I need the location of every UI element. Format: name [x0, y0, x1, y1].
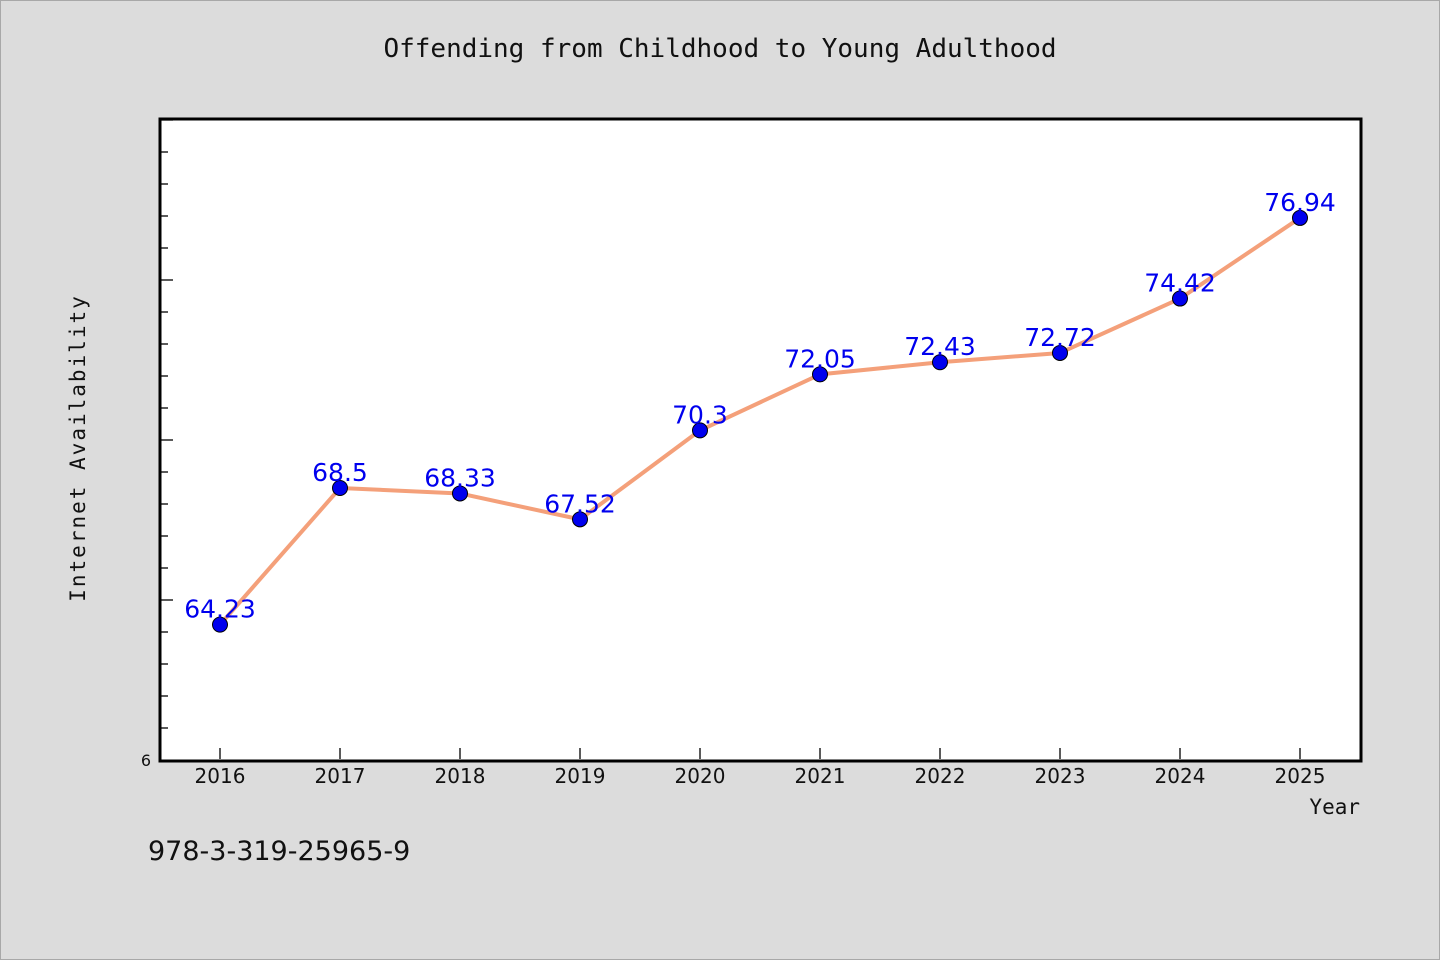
chart-title: Offending from Childhood to Young Adulth…: [383, 34, 1057, 64]
data-point: [1292, 209, 1308, 226]
data-label: 74.42: [1144, 269, 1216, 298]
data-point: [932, 354, 948, 371]
plot-area: [158, 117, 1363, 763]
data-label: 67.52: [544, 489, 616, 518]
data-labels: 64.23 68.5 68.33 67.52 70.3 72.05 72.43 72.72 74…: [184, 188, 1336, 624]
data-label: 72.05: [784, 344, 856, 373]
data-point: [452, 485, 468, 502]
x-axis-label: Year: [1309, 795, 1360, 819]
y-tick-label: 6: [141, 751, 151, 770]
x-tick-label: 2016: [195, 764, 246, 788]
data-point: [212, 616, 228, 633]
data-point: [572, 511, 588, 528]
series-markers: [212, 209, 1308, 633]
x-tick-label: 2018: [435, 764, 486, 788]
x-tick-label: 2022: [915, 764, 966, 788]
data-label: 76.94: [1264, 188, 1336, 217]
data-label: 72.43: [904, 332, 976, 361]
isbn-caption: 978-3-319-25965-9: [148, 836, 411, 867]
data-label: 70.3: [672, 400, 728, 429]
data-label: 72.72: [1024, 323, 1096, 352]
x-tick-label: 2017: [315, 764, 366, 788]
x-tick-label: 2025: [1275, 764, 1326, 788]
x-tick-label: 2024: [1155, 764, 1206, 788]
data-point: [692, 422, 708, 439]
x-tick-label: 2019: [555, 764, 606, 788]
data-point: [332, 480, 348, 496]
data-point: [1172, 290, 1188, 307]
data-label: 68.5: [312, 458, 368, 487]
x-tick-label: 2023: [1035, 764, 1086, 788]
y-axis-label: Internet Availability: [66, 294, 90, 602]
data-point: [1052, 344, 1068, 361]
x-axis-ticks: 2016 2017 2018 2019 2020 2021 2022 2023 2024 2025: [195, 748, 1326, 788]
x-tick-label: 2020: [675, 764, 726, 788]
x-tick-label: 2021: [795, 764, 846, 788]
series-line: [218, 216, 1302, 626]
data-label: 64.23: [184, 595, 256, 624]
data-label: 68.33: [424, 463, 496, 492]
y-axis-ticks: 6: [141, 119, 173, 770]
data-point: [812, 366, 828, 383]
